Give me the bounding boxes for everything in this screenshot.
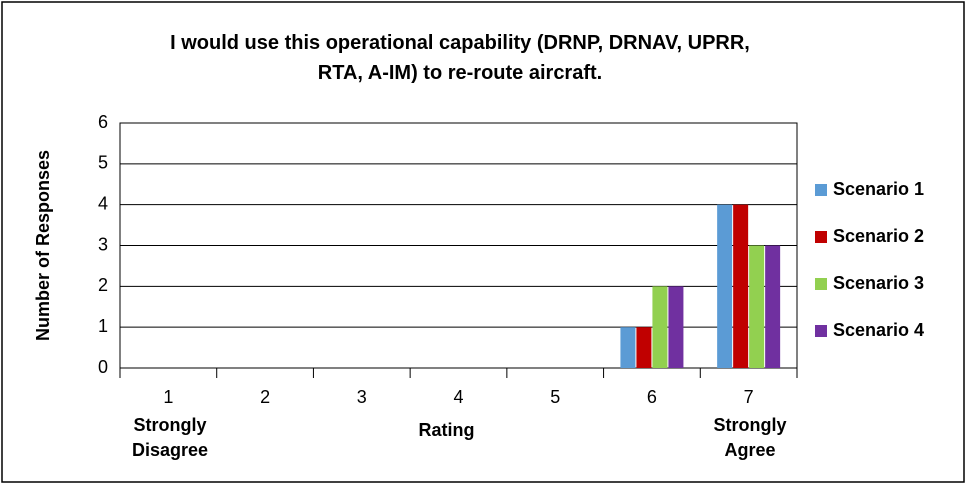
x-tick-label: 6	[647, 387, 657, 407]
bar	[636, 327, 652, 368]
y-tick-label: 4	[98, 193, 108, 213]
legend-swatch	[815, 184, 827, 196]
x-tick-label: 7	[744, 387, 754, 407]
x-tick-label: 2	[260, 387, 270, 407]
x-tick-label: 4	[453, 387, 463, 407]
legend-swatch	[815, 231, 827, 243]
legend-swatch	[815, 278, 827, 290]
bar	[733, 204, 749, 368]
y-tick-label: 0	[98, 357, 108, 377]
y-tick-label: 6	[98, 112, 108, 132]
bar	[717, 204, 733, 368]
x-axis-label: Rating	[419, 420, 475, 440]
bar	[620, 327, 636, 368]
bar	[749, 245, 765, 368]
chart-title: I would use this operational capability …	[170, 32, 750, 84]
plot-border	[119, 122, 798, 369]
x-tick-label: 5	[550, 387, 560, 407]
y-tick-label: 3	[98, 234, 108, 254]
x-tick-label: 3	[357, 387, 367, 407]
x-tick-label: 1	[163, 387, 173, 407]
legend-label: Scenario 1	[833, 179, 924, 199]
y-axis-label: Number of Responses	[33, 150, 53, 341]
annotation: Strongly Disagree	[131, 415, 209, 460]
annotation: Strongly Agree	[713, 415, 787, 460]
legend-swatch	[815, 325, 827, 337]
legend-label: Scenario 3	[833, 273, 924, 293]
bar	[668, 286, 684, 368]
bar	[765, 245, 781, 368]
bar	[652, 286, 668, 368]
y-tick-label: 5	[98, 153, 108, 173]
legend-label: Scenario 2	[833, 226, 924, 246]
y-tick-label: 2	[98, 275, 108, 295]
y-tick-label: 1	[98, 316, 108, 336]
legend-label: Scenario 4	[833, 320, 924, 340]
